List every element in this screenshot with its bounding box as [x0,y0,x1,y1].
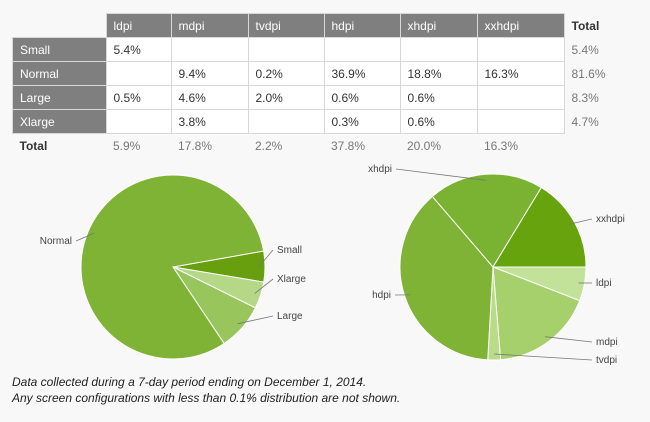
pie-chart: Small Xlarge Large Normal [40,175,307,359]
pie-chart: ldpi mdpi tvdpi hdpi xhdpi xxhdpi [368,164,625,366]
slice-label: Xlarge [277,274,306,285]
slice-label: xxhdpi [596,214,625,225]
footnote-line: Any screen configurations with less than… [12,390,400,406]
slice-label: xhdpi [368,164,392,175]
slice-label: mdpi [596,337,618,348]
slice-label: Normal [40,236,72,247]
slice-label: ldpi [596,278,612,289]
footnote-line: Data collected during a 7-day period end… [12,374,400,390]
slice-label: Small [277,245,302,256]
footnote: Data collected during a 7-day period end… [12,374,400,406]
slice-label: Large [277,311,303,322]
slice-label: hdpi [372,290,391,301]
slice-label: tvdpi [596,355,617,366]
leader-line [396,169,486,180]
